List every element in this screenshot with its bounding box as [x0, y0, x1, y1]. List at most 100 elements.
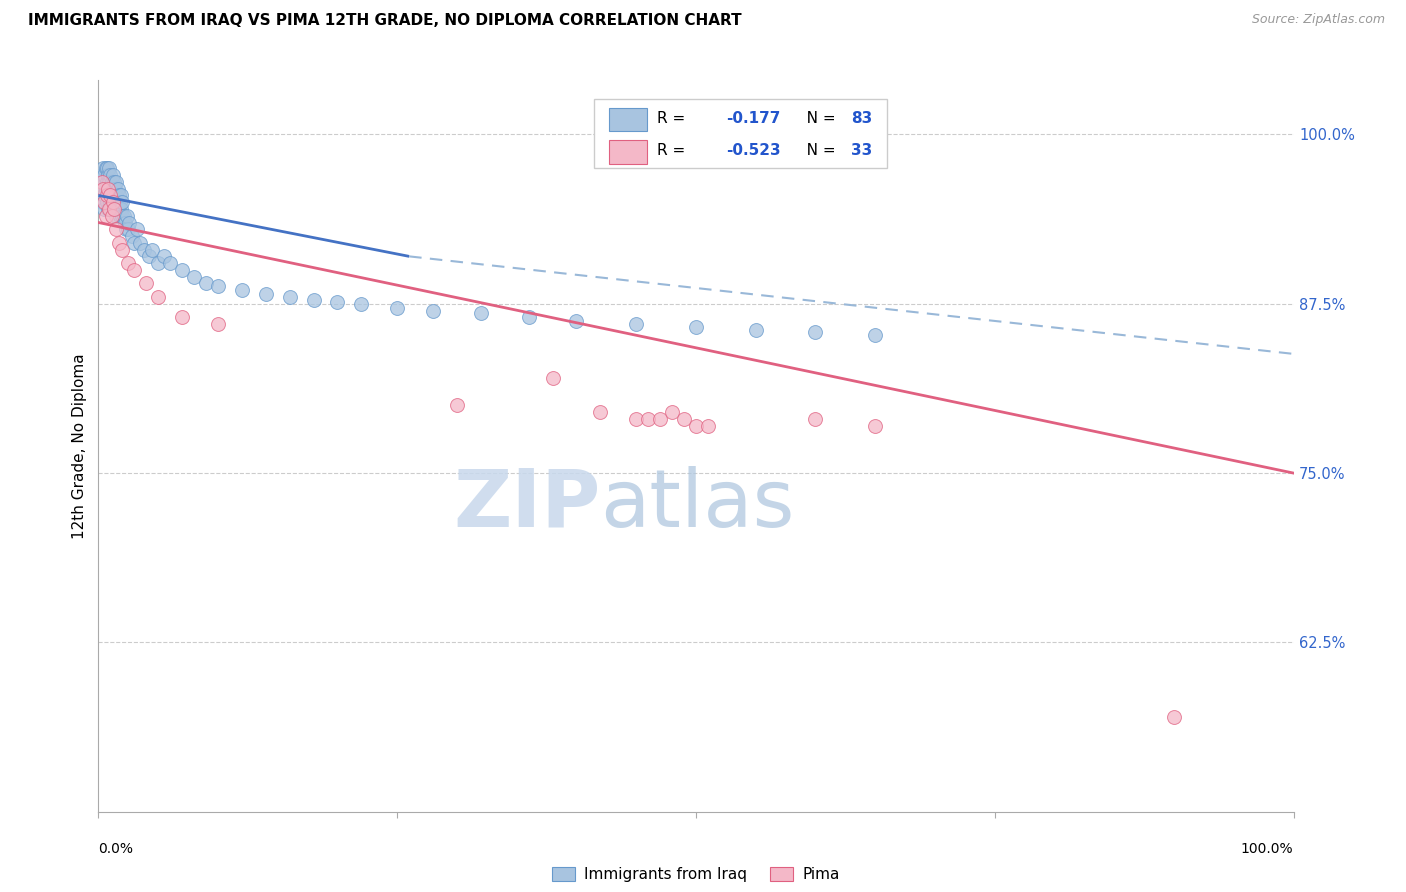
Point: [207, 317, 229, 331]
Point: [91, 175, 114, 189]
Point: [115, 209, 138, 223]
Point: [863, 327, 887, 342]
Point: [94, 181, 117, 195]
Point: [104, 195, 127, 210]
Point: [93, 195, 115, 210]
Point: [111, 243, 134, 257]
Point: [98, 188, 121, 202]
Point: [589, 405, 612, 419]
Point: [685, 418, 707, 433]
FancyBboxPatch shape: [609, 108, 647, 131]
Point: [114, 215, 136, 229]
Point: [110, 202, 132, 216]
Point: [98, 175, 121, 189]
Point: [117, 256, 139, 270]
Point: [91, 175, 114, 189]
Text: -0.177: -0.177: [725, 111, 780, 126]
Point: [94, 161, 117, 176]
Text: R =: R =: [657, 111, 690, 126]
Point: [93, 188, 115, 202]
Text: 83: 83: [852, 111, 873, 126]
Point: [121, 229, 143, 244]
Point: [115, 222, 138, 236]
Point: [112, 209, 135, 223]
Point: [626, 317, 648, 331]
Y-axis label: 12th Grade, No Diploma: 12th Grade, No Diploma: [72, 353, 87, 539]
Point: [446, 398, 468, 412]
Point: [98, 202, 122, 216]
Point: [107, 181, 129, 195]
Point: [93, 168, 115, 182]
Point: [118, 215, 141, 229]
Point: [159, 256, 181, 270]
Point: [804, 325, 827, 339]
Point: [101, 168, 124, 182]
Point: [103, 175, 125, 189]
Point: [97, 181, 120, 195]
Text: 100.0%: 100.0%: [1241, 841, 1294, 855]
Point: [422, 303, 444, 318]
Point: [100, 175, 122, 189]
Point: [124, 263, 146, 277]
Text: N =: N =: [792, 144, 839, 158]
Legend: Immigrants from Iraq, Pima: Immigrants from Iraq, Pima: [546, 861, 846, 888]
Point: [108, 195, 131, 210]
Point: [98, 195, 122, 210]
Point: [135, 277, 157, 291]
Point: [278, 290, 301, 304]
Point: [98, 161, 121, 176]
Point: [96, 175, 118, 189]
Text: R =: R =: [657, 144, 690, 158]
Point: [129, 235, 152, 250]
Point: [103, 202, 125, 216]
Point: [91, 168, 114, 182]
Point: [91, 195, 114, 210]
Point: [117, 222, 139, 236]
Point: [148, 290, 170, 304]
Point: [207, 279, 229, 293]
Point: [138, 249, 160, 263]
Point: [125, 222, 148, 236]
Point: [97, 181, 120, 195]
Point: [97, 168, 120, 182]
Point: [105, 188, 128, 202]
Point: [565, 314, 588, 328]
Text: ZIP: ZIP: [453, 466, 600, 543]
Point: [661, 405, 683, 419]
Point: [302, 293, 325, 307]
Point: [517, 310, 540, 325]
Point: [105, 175, 128, 189]
Point: [91, 161, 114, 176]
Point: [153, 249, 176, 263]
Point: [141, 243, 163, 257]
Point: [98, 202, 121, 216]
Text: Source: ZipAtlas.com: Source: ZipAtlas.com: [1251, 13, 1385, 27]
Text: -0.523: -0.523: [725, 144, 780, 158]
Point: [194, 277, 218, 291]
Text: 0.0%: 0.0%: [98, 841, 134, 855]
Point: [541, 371, 564, 385]
Point: [1163, 710, 1185, 724]
Text: atlas: atlas: [600, 466, 794, 543]
Point: [111, 209, 134, 223]
Point: [254, 287, 277, 301]
Point: [108, 209, 131, 223]
Point: [107, 235, 129, 250]
Point: [148, 256, 170, 270]
Point: [105, 209, 128, 223]
Point: [470, 306, 492, 320]
Point: [111, 195, 134, 210]
Point: [183, 269, 205, 284]
Point: [863, 418, 887, 433]
Point: [101, 195, 124, 210]
Point: [107, 202, 129, 216]
Point: [100, 188, 122, 202]
Point: [350, 297, 373, 311]
Point: [745, 322, 768, 336]
Point: [107, 195, 129, 210]
Point: [105, 222, 128, 236]
Point: [96, 161, 118, 176]
Point: [110, 188, 132, 202]
Point: [96, 188, 118, 202]
Point: [637, 412, 659, 426]
